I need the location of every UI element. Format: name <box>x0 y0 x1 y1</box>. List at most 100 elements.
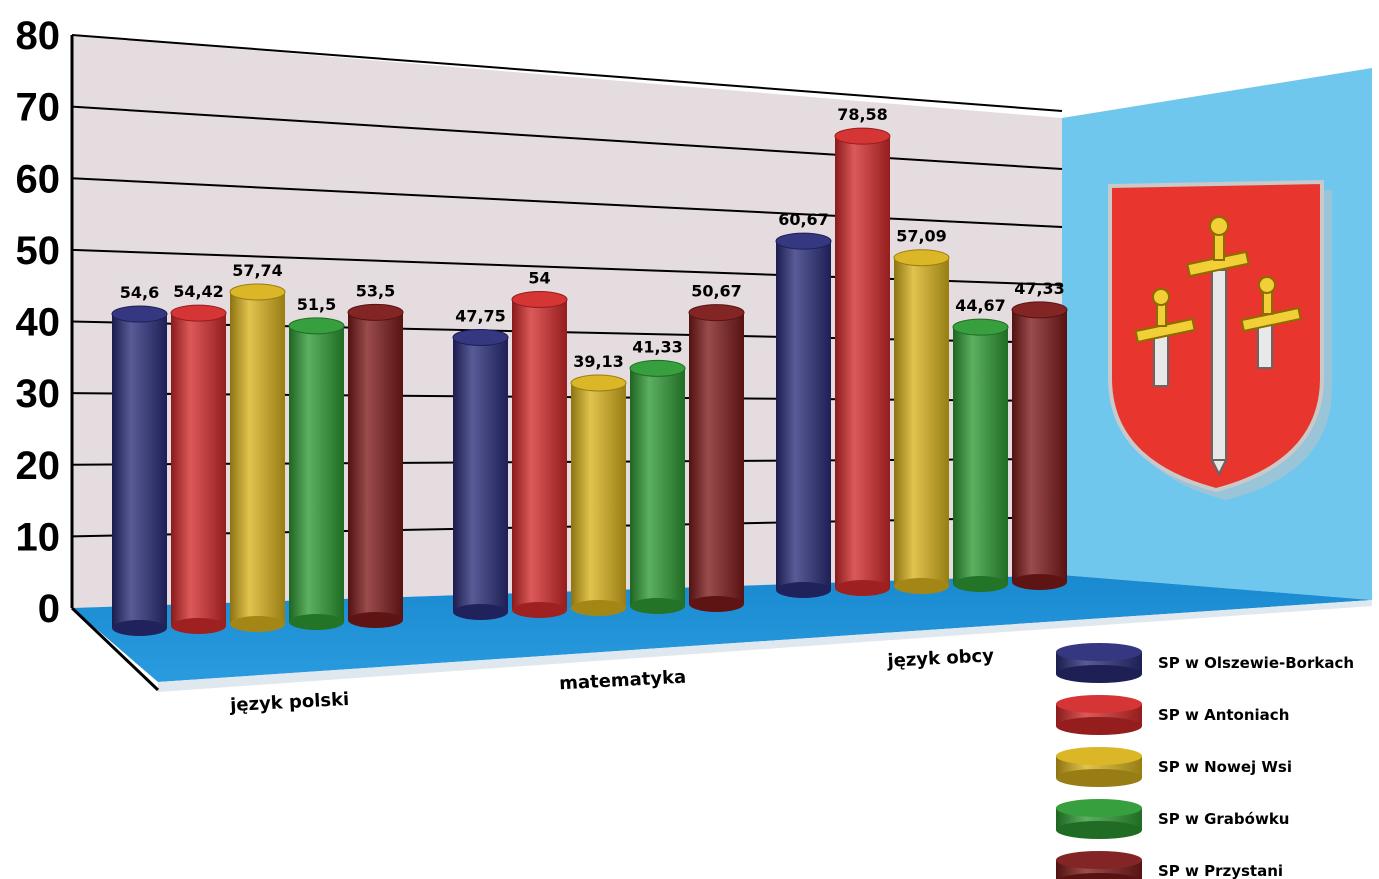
bar-cap <box>511 291 568 308</box>
bar-cap <box>1011 301 1068 319</box>
legend-label: SP w Nowej Wsi <box>1158 758 1292 776</box>
bar-body <box>512 299 567 610</box>
legend-item: SP w Nowej Wsi <box>1056 747 1292 787</box>
y-tick-label: 0 <box>38 587 60 631</box>
gridline <box>71 34 1063 112</box>
y-tick-label: 50 <box>16 229 61 273</box>
y-tick-label: 60 <box>16 157 61 201</box>
bar <box>229 283 286 632</box>
bar <box>288 317 345 630</box>
bar-base <box>348 612 403 628</box>
legend-swatch-base <box>1058 873 1140 879</box>
legend-swatch-cap <box>1056 643 1142 661</box>
data-label: 44,67 <box>955 296 1006 315</box>
legend-swatch-base <box>1056 717 1142 735</box>
bar-cap <box>347 303 404 321</box>
category-label: język polski <box>229 689 350 716</box>
bar-base <box>689 596 744 612</box>
legend-item: SP w Przystani <box>1056 851 1283 879</box>
bar-cap <box>288 317 345 335</box>
legend-label: SP w Antoniach <box>1158 706 1289 724</box>
category-label: matematyka <box>559 667 687 695</box>
bar-body <box>453 337 508 612</box>
bar <box>775 232 832 598</box>
data-label: 57,74 <box>232 261 283 280</box>
bar-body <box>112 314 167 628</box>
y-tick-label: 10 <box>16 515 61 559</box>
bar-base <box>776 582 831 598</box>
bar-body <box>171 313 226 626</box>
bar-cap <box>111 305 168 323</box>
legend-label: SP w Przystani <box>1158 862 1283 879</box>
data-label: 47,33 <box>1014 279 1065 298</box>
bar-body <box>953 327 1008 584</box>
data-label: 47,75 <box>455 306 506 325</box>
legend-swatch-base <box>1056 769 1142 787</box>
bar-body <box>894 257 949 586</box>
bar-cap <box>775 232 832 250</box>
bar <box>111 305 168 636</box>
bar-body <box>230 291 285 624</box>
bar-cap <box>688 304 745 322</box>
bar <box>1011 301 1068 590</box>
bar <box>952 318 1009 592</box>
data-label: 54,6 <box>120 283 159 302</box>
bar-cap <box>570 374 627 392</box>
legend-swatch-cap <box>1056 851 1142 869</box>
bar <box>170 304 227 634</box>
data-labels: 54,6 54,42 57,74 51,5 53,5 47,75 54 39,13 41,33 5… <box>120 105 1065 371</box>
data-label: 78,58 <box>837 105 888 124</box>
bar-base <box>289 614 344 630</box>
legend-item: SP w Antoniach <box>1056 695 1289 735</box>
bar <box>629 359 686 614</box>
bar-base <box>453 604 508 620</box>
data-label: 54,42 <box>173 282 224 301</box>
y-tick-label: 20 <box>16 444 61 488</box>
data-label: 57,09 <box>896 227 947 246</box>
data-label: 51,5 <box>297 295 336 314</box>
legend-label: SP w Grabówku <box>1158 810 1289 828</box>
legend-swatch-cap <box>1056 799 1142 817</box>
bar-base <box>953 576 1008 592</box>
bar-body <box>689 312 744 604</box>
y-axis-ticks: 0 10 20 30 40 50 60 70 80 <box>16 14 61 631</box>
category-label: język obcy <box>886 645 995 672</box>
floor-edge <box>158 600 1372 692</box>
legend-item: SP w Olszewie-Borkach <box>1056 643 1354 683</box>
bar-base <box>230 616 285 632</box>
y-tick-label: 40 <box>16 301 61 345</box>
gridline <box>71 177 1063 228</box>
gridline <box>71 105 1063 170</box>
bar-body <box>348 312 403 620</box>
coat-of-arms-icon <box>1108 179 1332 500</box>
bar-cap <box>834 127 891 145</box>
bar-body <box>1012 309 1067 582</box>
floor-left-edge <box>70 606 160 692</box>
data-label: 41,33 <box>632 337 683 356</box>
bar-base <box>571 600 626 616</box>
legend-label: SP w Olszewie-Borkach <box>1158 654 1354 672</box>
bar-body <box>289 325 344 622</box>
bar-base <box>894 578 949 594</box>
legend-swatch-cap <box>1056 747 1142 765</box>
bar <box>893 249 950 594</box>
bar <box>688 304 745 612</box>
bar-body <box>776 241 831 590</box>
y-tick-label: 80 <box>16 14 61 58</box>
data-label: 54 <box>528 269 550 288</box>
bar-base <box>512 602 567 618</box>
bar-base <box>630 598 685 614</box>
bar-base <box>1012 574 1067 590</box>
data-label: 60,67 <box>778 210 829 229</box>
legend-swatch-base <box>1056 821 1142 839</box>
bar <box>347 303 404 628</box>
bar-cap <box>170 304 227 322</box>
bar <box>834 127 891 596</box>
bar-body <box>630 368 685 606</box>
y-tick-label: 70 <box>16 86 61 130</box>
bar-base <box>112 620 167 636</box>
legend-swatch-cap <box>1056 695 1142 713</box>
bar-cap <box>452 328 509 346</box>
y-tick-label: 30 <box>16 372 61 416</box>
